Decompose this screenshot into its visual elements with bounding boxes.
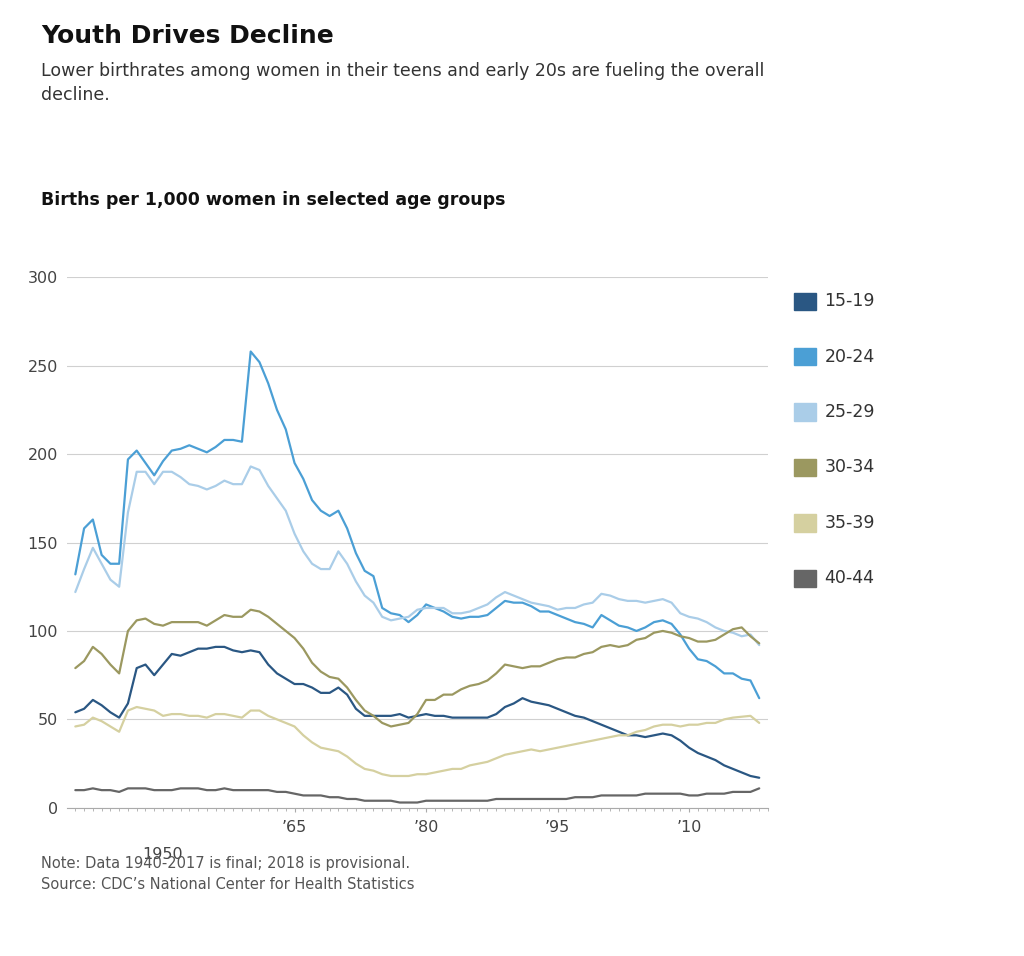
- Text: 20-24: 20-24: [824, 348, 874, 365]
- Text: Lower birthrates among women in their teens and early 20s are fueling the overal: Lower birthrates among women in their te…: [41, 62, 764, 104]
- Text: 25-29: 25-29: [824, 403, 874, 421]
- Text: 30-34: 30-34: [824, 459, 874, 476]
- Text: Births per 1,000 women in selected age groups: Births per 1,000 women in selected age g…: [41, 191, 506, 209]
- Text: 35-39: 35-39: [824, 514, 874, 532]
- Text: Youth Drives Decline: Youth Drives Decline: [41, 24, 334, 48]
- Text: Note: Data 1940-2017 is final; 2018 is provisional.
Source: CDC’s National Cente: Note: Data 1940-2017 is final; 2018 is p…: [41, 856, 415, 892]
- Text: 15-19: 15-19: [824, 293, 874, 310]
- Text: 1950: 1950: [142, 847, 183, 861]
- Text: 40-44: 40-44: [824, 570, 874, 587]
